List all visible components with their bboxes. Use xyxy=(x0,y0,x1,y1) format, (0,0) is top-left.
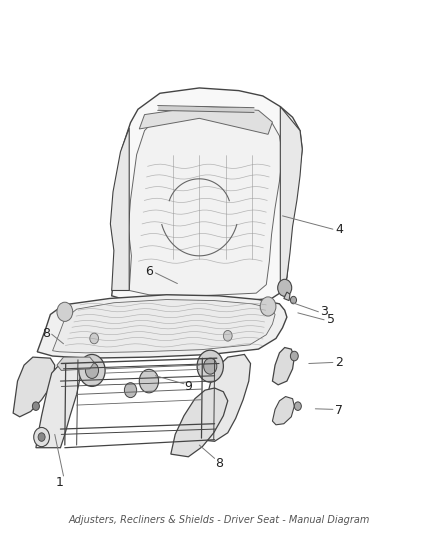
Polygon shape xyxy=(171,388,228,457)
Polygon shape xyxy=(110,128,129,290)
Text: 5: 5 xyxy=(327,313,335,326)
Text: 2: 2 xyxy=(336,356,343,369)
Text: 8: 8 xyxy=(215,457,223,470)
Circle shape xyxy=(90,333,99,344)
Polygon shape xyxy=(199,354,251,441)
Circle shape xyxy=(204,358,217,374)
Circle shape xyxy=(188,426,195,435)
Circle shape xyxy=(79,354,105,386)
Circle shape xyxy=(184,421,200,440)
Circle shape xyxy=(260,297,276,316)
Polygon shape xyxy=(57,357,94,370)
Polygon shape xyxy=(112,88,302,304)
Circle shape xyxy=(223,330,232,341)
Polygon shape xyxy=(272,397,294,425)
Polygon shape xyxy=(280,107,302,290)
Circle shape xyxy=(124,383,137,398)
Circle shape xyxy=(38,433,45,441)
Text: 8: 8 xyxy=(42,327,50,340)
Circle shape xyxy=(57,302,73,321)
Polygon shape xyxy=(36,358,81,448)
Text: 9: 9 xyxy=(184,380,192,393)
Text: 7: 7 xyxy=(336,404,343,417)
Text: 6: 6 xyxy=(145,265,153,278)
Polygon shape xyxy=(13,357,55,417)
Circle shape xyxy=(278,279,292,296)
Circle shape xyxy=(85,362,99,378)
Circle shape xyxy=(294,402,301,410)
Polygon shape xyxy=(128,107,283,296)
Polygon shape xyxy=(37,295,287,358)
Text: 1: 1 xyxy=(55,476,63,489)
Circle shape xyxy=(139,369,159,393)
Circle shape xyxy=(32,402,39,410)
Polygon shape xyxy=(284,292,290,301)
Circle shape xyxy=(290,296,297,304)
Circle shape xyxy=(290,351,298,361)
Text: 3: 3 xyxy=(320,305,328,318)
Polygon shape xyxy=(272,348,294,385)
Circle shape xyxy=(34,427,49,447)
Polygon shape xyxy=(53,300,275,353)
Polygon shape xyxy=(139,107,272,134)
Circle shape xyxy=(197,350,223,382)
Text: Adjusters, Recliners & Shields - Driver Seat - Manual Diagram: Adjusters, Recliners & Shields - Driver … xyxy=(68,515,370,524)
Text: 4: 4 xyxy=(336,223,343,236)
